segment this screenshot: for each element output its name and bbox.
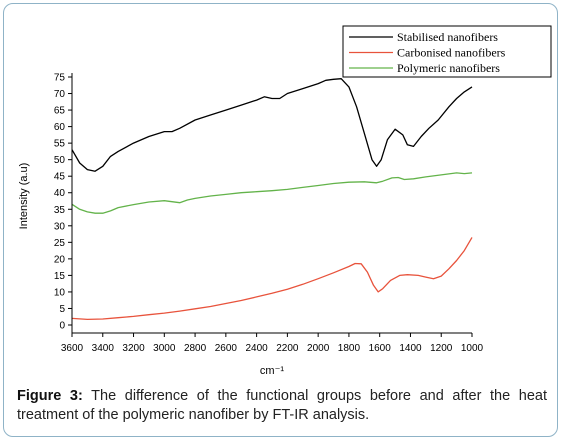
x-tick-label: 2400 (245, 343, 268, 354)
y-tick-label: 65 (54, 106, 66, 117)
x-tick-label: 3600 (61, 343, 84, 354)
x-tick-label: 2800 (184, 343, 207, 354)
x-tick-label: 1000 (461, 343, 484, 354)
y-tick-label: 15 (54, 271, 66, 282)
y-tick-label: 20 (54, 254, 66, 265)
x-tick-label: 1800 (338, 343, 361, 354)
x-tick-label: 1400 (399, 343, 422, 354)
series-line-3 (71, 172, 473, 214)
x-tick-label: 1200 (430, 343, 453, 354)
y-tick-label: 30 (54, 221, 66, 232)
y-tick-label: 55 (54, 139, 66, 150)
x-tick-label: 3000 (153, 343, 176, 354)
caption-label: Figure 3: (17, 388, 83, 404)
y-tick-label: 45 (54, 172, 66, 183)
figure-caption: Figure 3: The difference of the function… (17, 387, 547, 425)
x-ticks: 3600 3400 3200 3000 2800 2600 2400 2200 2000 1800… (61, 333, 484, 354)
x-tick-label: 2200 (276, 343, 299, 354)
plot-lines (71, 78, 473, 321)
x-axis-title: cm⁻¹ (260, 365, 284, 377)
legend: Stabilised nanofibers Carbonised nanofibe… (342, 25, 552, 78)
legend-label: Stabilised nanofibers (397, 30, 498, 44)
y-tick-label: 75 (54, 73, 66, 84)
caption-text: The difference of the functional groups … (17, 388, 547, 423)
y-tick-label: 60 (54, 122, 66, 133)
y-tick-label: 70 (54, 89, 66, 100)
x-tick-label: 3200 (122, 343, 145, 354)
x-tick-label: 2600 (215, 343, 238, 354)
y-tick-label: 10 (54, 287, 66, 298)
y-tick-label: 40 (54, 188, 66, 199)
y-ticks: 0 5 10 15 20 25 30 35 40 45 50 55 60 65 70 75 (54, 73, 72, 332)
series-line-2 (71, 237, 473, 321)
x-tick-label: 2000 (307, 343, 330, 354)
series-line-1 (71, 78, 473, 172)
y-tick-label: 35 (54, 205, 66, 216)
y-tick-label: 5 (59, 304, 65, 315)
y-tick-label: 25 (54, 238, 66, 249)
legend-label: Carbonised nanofibers (397, 46, 506, 60)
legend-label: Polymeric nanofibers (397, 61, 500, 75)
y-axis-title: Intensity (a.u) (18, 163, 30, 230)
y-tick-label: 50 (54, 155, 66, 166)
x-tick-label: 1600 (369, 343, 392, 354)
y-tick-label: 0 (59, 321, 65, 332)
x-tick-label: 3400 (92, 343, 115, 354)
